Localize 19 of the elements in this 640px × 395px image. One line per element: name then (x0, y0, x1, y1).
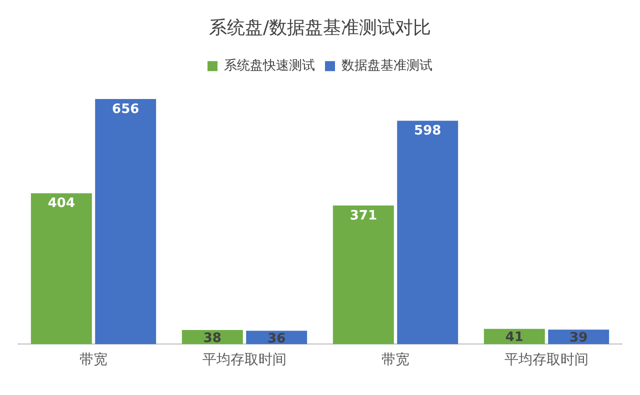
x-tick-label: 平均存取时间 (202, 352, 286, 368)
bar (95, 99, 156, 344)
legend-label: 系统盘快速测试 (224, 58, 315, 74)
x-tick-label: 带宽 (382, 352, 410, 368)
x-tick-label: 带宽 (80, 352, 108, 368)
data-label: 404 (48, 196, 75, 212)
bar (397, 120, 458, 344)
data-label: 39 (570, 330, 588, 346)
data-label: 598 (414, 124, 442, 139)
data-label: 38 (203, 330, 222, 346)
data-label: 371 (350, 208, 377, 224)
data-label: 36 (268, 332, 286, 347)
bar (332, 206, 394, 344)
chart-title: 系统盘/数据盘基准测试对比 (208, 17, 432, 38)
data-label: 41 (505, 330, 524, 345)
data-label: 656 (112, 102, 140, 117)
legend-label: 数据盘基准测试 (342, 58, 432, 74)
x-tick-label: 平均存取时间 (504, 352, 588, 368)
bar (30, 193, 92, 344)
